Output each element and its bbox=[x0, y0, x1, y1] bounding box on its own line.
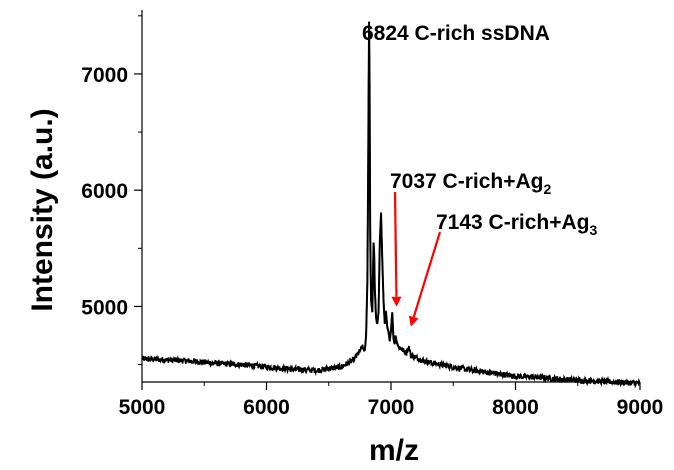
arrow-ag3 bbox=[412, 231, 442, 318]
x-tick-label: 8000 bbox=[492, 396, 539, 419]
series-layer bbox=[141, 21, 641, 389]
x-axis-title: m/z bbox=[369, 434, 419, 467]
arrowhead-ag2 bbox=[391, 296, 402, 307]
spectrum-peaks bbox=[363, 21, 400, 351]
x-tick-label: 9000 bbox=[617, 396, 664, 419]
y-tick-label: 7000 bbox=[81, 64, 128, 87]
annotation-ag2: 7037 C-rich+Ag2 bbox=[390, 170, 551, 197]
y-ticks: 5000 6000 7000 bbox=[81, 15, 142, 366]
x-tick-label: 7000 bbox=[368, 396, 415, 419]
y-axis-title: Intensity (a.u.) bbox=[26, 108, 59, 311]
annotations: 6824 C-rich ssDNA 7037 C-rich+Ag2 7143 C… bbox=[362, 22, 597, 327]
arrow-ag2 bbox=[393, 191, 398, 297]
arrowhead-ag3 bbox=[408, 315, 419, 327]
y-tick-label: 5000 bbox=[81, 296, 128, 319]
x-tick-label: 5000 bbox=[119, 396, 166, 419]
annotation-ssdna: 6824 C-rich ssDNA bbox=[362, 22, 550, 45]
annotation-ag3: 7143 C-rich+Ag3 bbox=[436, 211, 597, 238]
x-tick-label: 6000 bbox=[243, 396, 290, 419]
y-tick-label: 6000 bbox=[81, 180, 128, 203]
x-ticks: 5000 6000 7000 8000 9000 bbox=[119, 382, 664, 419]
